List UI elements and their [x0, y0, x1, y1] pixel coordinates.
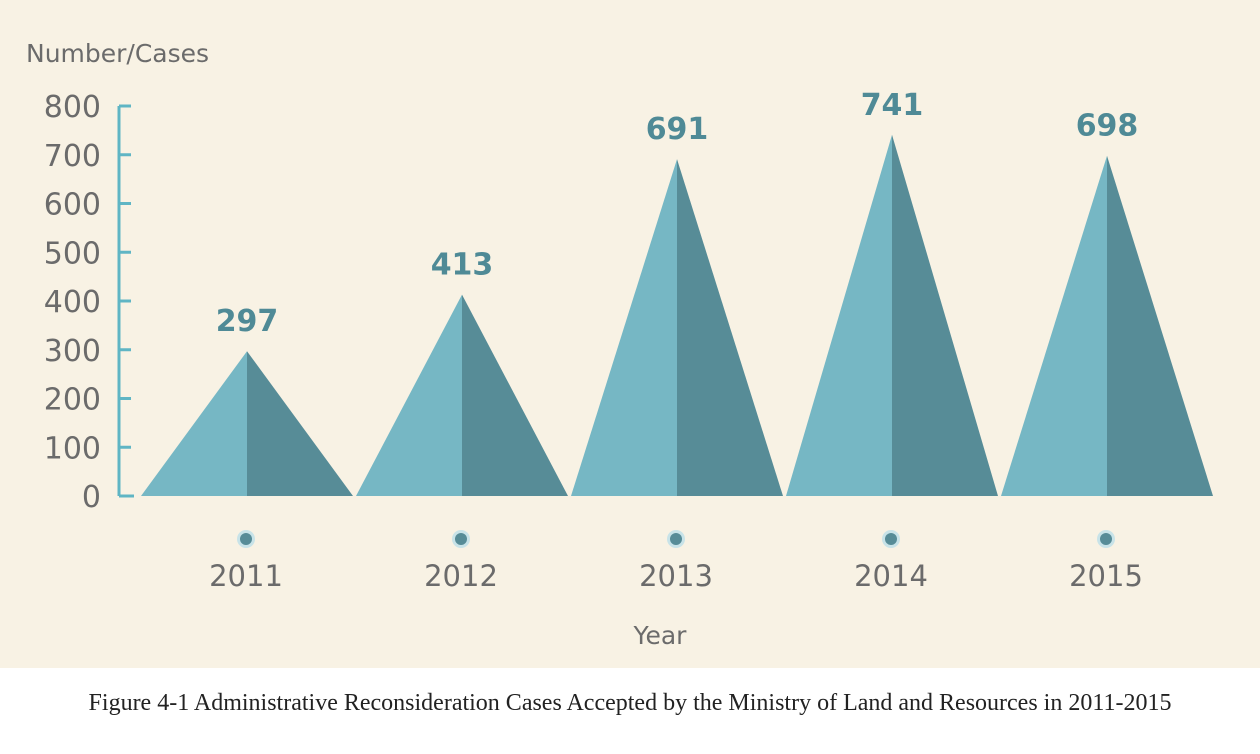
year-marker-dot — [240, 533, 252, 545]
y-tick-label: 0 — [82, 480, 101, 515]
bar-light-face — [1001, 155, 1107, 496]
bar-2013: 691 — [571, 112, 783, 496]
bar-light-face — [141, 351, 247, 496]
bar-light-face — [356, 294, 462, 496]
chart-canvas: Number/Cases Year 0 100 200 300 400 500 600 700… — [26, 39, 1213, 650]
year-marker-dot — [455, 533, 467, 545]
y-axis-label: Number/Cases — [26, 39, 209, 68]
data-label: 297 — [216, 304, 279, 339]
x-tick-label: 2012 — [424, 559, 498, 593]
x-tick-label: 2015 — [1069, 559, 1143, 593]
y-axis: 0 100 200 300 400 500 600 700 800 — [44, 90, 134, 515]
y-tick-label: 300 — [44, 334, 101, 369]
bar-light-face — [571, 159, 677, 496]
bar-2015: 698 — [1001, 109, 1213, 496]
x-tick-label: 2014 — [854, 559, 928, 593]
triangle-bars: 297 413 691 741 698 — [141, 88, 1213, 496]
x-tick-label: 2011 — [209, 559, 283, 593]
y-tick-label: 200 — [44, 383, 101, 418]
bar-light-face — [786, 134, 892, 496]
bar-2012: 413 — [356, 248, 568, 496]
data-label: 413 — [431, 248, 494, 283]
bar-dark-face — [677, 159, 783, 496]
year-marker-dot — [1100, 533, 1112, 545]
y-tick-label: 600 — [44, 188, 101, 223]
bar-dark-face — [892, 134, 998, 496]
year-marker-dot — [670, 533, 682, 545]
bar-2014: 741 — [786, 88, 998, 496]
bar-dark-face — [462, 294, 568, 496]
bar-2011: 297 — [141, 304, 353, 496]
data-label: 698 — [1076, 109, 1139, 144]
x-axis: 2011 2012 2013 2014 2015 — [209, 530, 1143, 593]
y-tick-label: 700 — [44, 139, 101, 174]
data-label: 691 — [646, 112, 709, 147]
chart-panel: Number/Cases Year 0 100 200 300 400 500 600 700… — [0, 0, 1260, 668]
y-tick-label: 500 — [44, 236, 101, 271]
year-marker-dot — [885, 533, 897, 545]
y-tick-label: 100 — [44, 431, 101, 466]
y-tick-label: 800 — [44, 90, 101, 125]
data-label: 741 — [861, 88, 924, 123]
y-tick-label: 400 — [44, 285, 101, 320]
x-axis-label: Year — [633, 621, 688, 650]
bar-dark-face — [247, 351, 353, 496]
x-tick-label: 2013 — [639, 559, 713, 593]
figure-caption: Figure 4-1 Administrative Reconsideratio… — [88, 690, 1172, 716]
bar-dark-face — [1107, 155, 1213, 496]
